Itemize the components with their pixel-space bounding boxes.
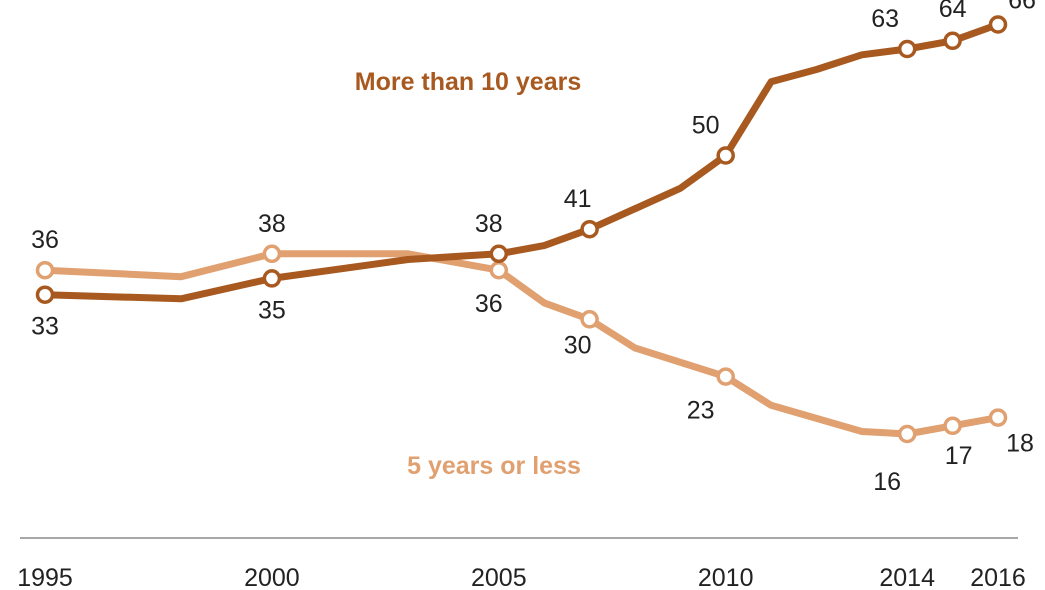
series-1-marker (35, 260, 55, 280)
value-label-series-0: 38 (475, 210, 503, 238)
series-0-marker (943, 31, 962, 51)
x-tick-label: 2016 (970, 564, 1026, 590)
series-0-marker (716, 146, 735, 165)
series-line-1 (41, 250, 1002, 438)
value-label-series-1: 17 (945, 442, 973, 470)
x-tick-label: 2000 (244, 564, 300, 590)
x-tick-label: 2010 (698, 564, 754, 590)
value-label-series-1: 36 (475, 290, 503, 318)
series-1-marker (943, 416, 962, 436)
series-1-marker (489, 260, 509, 280)
value-label-series-1: 36 (31, 226, 59, 254)
series-0-marker (262, 269, 282, 288)
series-0-marker (988, 15, 1008, 34)
value-label-series-0: 50 (692, 112, 720, 140)
value-label-series-0: 35 (258, 296, 286, 324)
value-label-series-0: 63 (871, 5, 899, 33)
value-label-series-0: 66 (1008, 0, 1036, 15)
series-1-marker (988, 408, 1008, 427)
value-label-series-1: 23 (687, 397, 715, 425)
x-tick-labels: 1995 2000 2005 2010 2014 2016 (17, 564, 1026, 590)
series-0-marker (897, 39, 917, 59)
series-1-marker (897, 424, 917, 444)
series-markers (35, 15, 1008, 444)
series-1-marker (716, 367, 735, 386)
series-0-marker (35, 285, 55, 304)
value-label-series-1: 18 (1006, 430, 1034, 458)
series-1-marker (262, 244, 282, 264)
series-label-5-years-or-less: 5 years or less (407, 452, 581, 480)
series-1-marker (580, 310, 599, 329)
series-0-marker (489, 244, 509, 264)
value-label-series-1: 30 (564, 331, 592, 359)
value-label-series-1: 16 (873, 468, 901, 496)
value-label-series-0: 41 (564, 185, 592, 213)
series-0-marker (580, 219, 599, 239)
value-label-series-0: 33 (31, 313, 59, 341)
value-label-series-1: 38 (258, 210, 286, 238)
value-label-series-0: 64 (939, 0, 967, 23)
series-label-more-than-10-years: More than 10 years (355, 68, 582, 96)
x-tick-label: 1995 (17, 564, 73, 590)
value-labels: 33 35 38 41 50 63 64 66 36 38 36 30 23 16 17 18 (31, 0, 1036, 496)
x-tick-label: 2005 (471, 564, 527, 590)
series-line-0 (41, 21, 1002, 303)
x-tick-label: 2014 (879, 564, 935, 590)
